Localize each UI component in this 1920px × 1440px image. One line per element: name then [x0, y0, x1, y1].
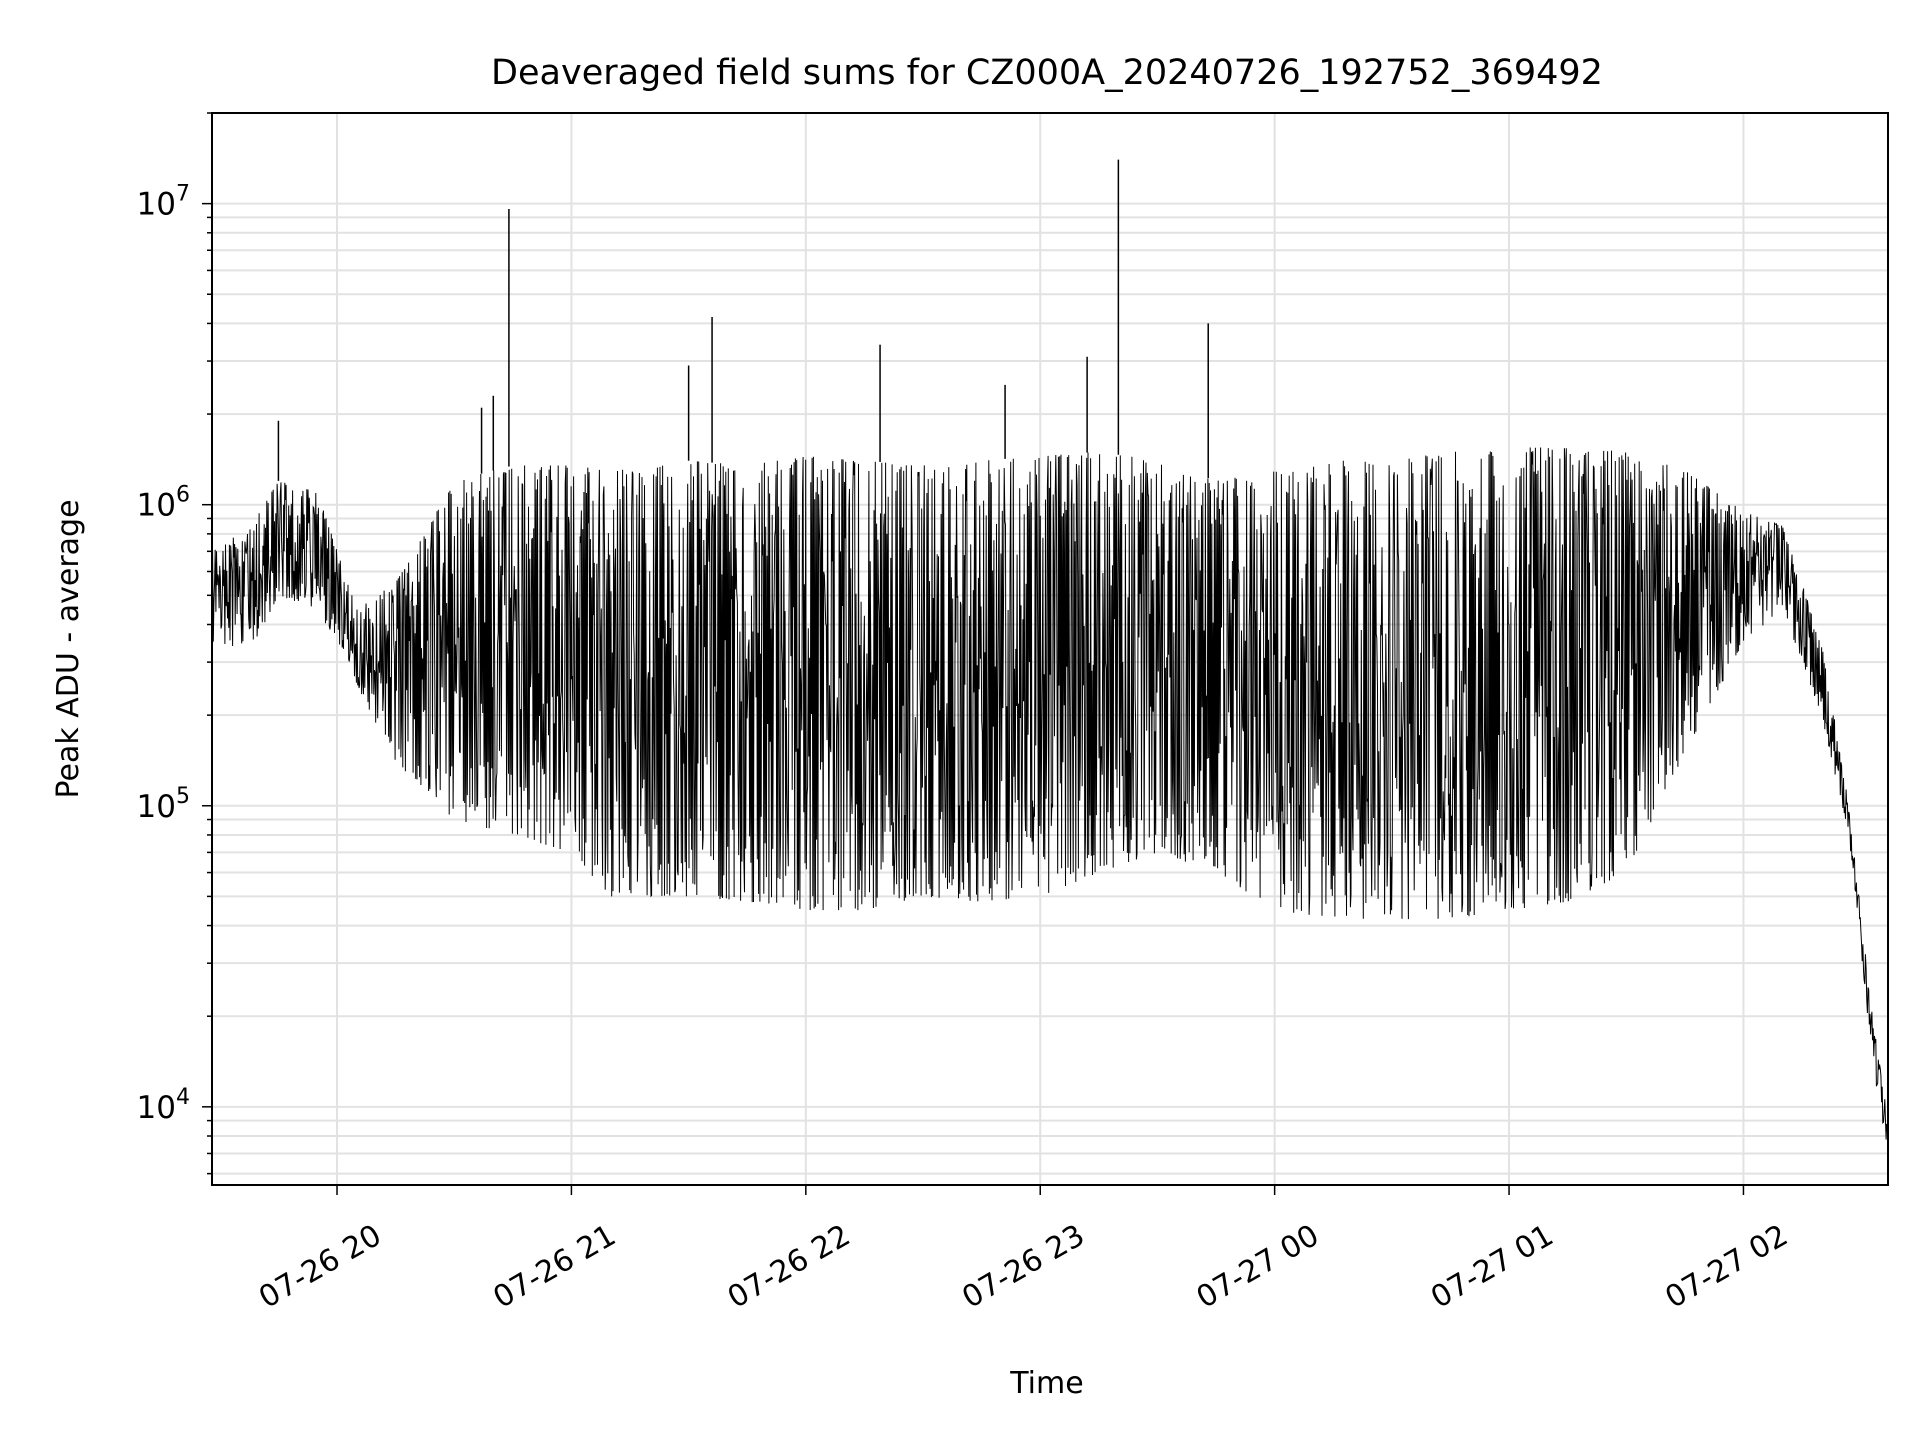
x-tick-label: 07-26 21: [488, 1218, 622, 1316]
series-line: [211, 447, 1889, 1146]
chart-title: Deaveraged field sums for CZ000A_2024072…: [491, 53, 1603, 93]
y-tick-label: 107: [137, 182, 190, 223]
x-tick-label: 07-27 01: [1425, 1218, 1559, 1316]
x-axis-label: Time: [1009, 1366, 1083, 1401]
y-axis-label: Peak ADU - average: [51, 499, 86, 798]
y-tick-label: 105: [137, 784, 190, 825]
y-tick-label: 106: [137, 483, 190, 524]
data-series: [211, 159, 1889, 1146]
plot-frame: [211, 112, 1889, 1186]
x-tick-label: 07-27 00: [1191, 1218, 1325, 1316]
y-axis: 104 105 106 107: [137, 112, 212, 1175]
x-tick-label: 07-26 20: [253, 1218, 387, 1316]
y-tick-label: 104: [137, 1085, 190, 1126]
x-tick-label: 07-26 23: [956, 1218, 1090, 1316]
x-axis: 07-26 20 07-26 21 07-26 22 07-26 23 07-27 00…: [253, 1185, 1794, 1316]
x-tick-label: 07-27 02: [1660, 1218, 1794, 1316]
x-tick-label: 07-26 22: [722, 1218, 856, 1316]
